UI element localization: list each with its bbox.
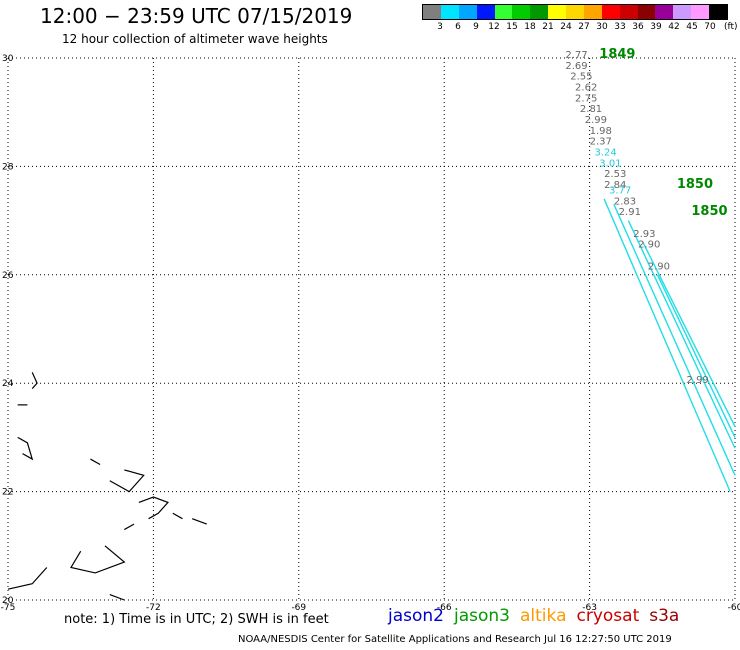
colorbar-swatch	[691, 5, 709, 19]
island-outline	[138, 496, 169, 520]
mission-s3a: s3a	[649, 606, 680, 626]
wave-height-reading: 2.84	[604, 180, 626, 191]
wave-height-reading: 2.91	[619, 207, 641, 218]
island-outline	[7, 567, 48, 590]
wave-height-reading: 2.75	[575, 93, 597, 104]
colorbar-swatches	[422, 4, 728, 20]
colorbar-swatch	[619, 5, 638, 19]
wave-height-reading: 2.81	[580, 104, 602, 115]
wave-height-reading: 3.24	[594, 148, 616, 159]
altimeter-track	[642, 241, 736, 427]
colorbar-tick-label: 27	[578, 22, 590, 32]
map-subtitle: 12 hour collection of altimeter wave hei…	[62, 32, 328, 46]
island-outline	[70, 545, 126, 574]
longitude-label: -72	[146, 603, 161, 613]
colorbar-swatch	[673, 5, 692, 19]
footer-note: note: 1) Time is in UTC; 2) SWH is in fe…	[64, 612, 329, 627]
latitude-label: 26	[2, 271, 14, 281]
pass-time-label: 1850	[677, 177, 713, 192]
wave-height-reading: 2.93	[633, 229, 655, 240]
mission-jason2: jason2	[388, 606, 444, 626]
colorbar-swatch	[655, 5, 674, 19]
colorbar-tick-label: 24	[560, 22, 572, 32]
colorbar-swatch	[637, 5, 656, 19]
longitude-label: -66	[437, 603, 452, 613]
mission-legend: jason2 jason3 altika cryosat s3a	[388, 606, 689, 626]
pass-time-label: 1849	[599, 47, 635, 62]
wave-height-reading: 2.90	[648, 261, 670, 272]
wave-height-reading: 2.99	[585, 115, 607, 126]
wave-height-reading: 2.55	[570, 72, 592, 83]
colorbar-tick-label: 36	[632, 22, 644, 32]
pass-time-label: 1850	[691, 204, 727, 219]
colorbar-tick-label: 70	[704, 22, 716, 32]
colorbar-swatch	[583, 5, 602, 19]
island-outline	[17, 436, 34, 461]
colorbar-tick-label: 18	[524, 22, 536, 32]
colorbar-tick-label: 12	[488, 22, 500, 32]
colorbar-tick-label: 33	[614, 22, 626, 32]
wave-height-reading: 2.77	[565, 50, 587, 61]
wave-height-reading: 3.77	[609, 186, 631, 197]
longitude-label: -60	[728, 603, 740, 613]
wave-height-reading: 2.83	[614, 196, 636, 207]
colorbar-swatch	[512, 5, 531, 19]
colorbar-tick-label: 42	[668, 22, 680, 32]
colorbar-swatch	[530, 5, 549, 19]
colorbar-tick-label: 45	[686, 22, 698, 32]
island-outline	[109, 469, 145, 493]
island-outline	[31, 372, 38, 390]
wave-height-reading: 3.01	[599, 158, 621, 169]
colorbar-tick-label: 6	[455, 22, 461, 32]
colorbar-swatch	[566, 5, 584, 19]
mission-cryosat: cryosat	[576, 606, 640, 626]
wave-height-colorbar: 3 6 9 12 15 18 21 24 27 30 33 36 39 42 45 70 (ft)	[422, 4, 738, 38]
credit-line: NOAA/NESDIS Center for Satellite Applica…	[238, 634, 672, 645]
colorbar-tick-label: 30	[596, 22, 608, 32]
wave-height-reading: 1.98	[590, 126, 612, 137]
altimeter-track	[613, 204, 736, 476]
colorbar-tick-label: 15	[506, 22, 518, 32]
colorbar-unit: (ft)	[724, 22, 738, 32]
island-outline	[191, 518, 207, 525]
latitude-label: 28	[2, 162, 14, 172]
wave-height-reading: 2.69	[565, 61, 587, 72]
mission-jason3: jason3	[454, 606, 510, 626]
colorbar-swatch	[709, 5, 727, 19]
latitude-label: 20	[2, 596, 14, 606]
mission-altika: altika	[520, 606, 567, 626]
colorbar-tick-label: 3	[437, 22, 443, 32]
wave-height-reading: 2.90	[638, 240, 660, 251]
colorbar-swatch	[601, 5, 620, 19]
colorbar-ticks: 3 6 9 12 15 18 21 24 27 30 33 36 39 42 45 70 (ft)	[422, 20, 737, 34]
wave-height-reading: 2.53	[604, 169, 626, 180]
colorbar-tick-label: 9	[473, 22, 479, 32]
altimeter-track	[627, 220, 736, 449]
colorbar-swatch	[440, 5, 459, 19]
colorbar-swatch	[458, 5, 477, 19]
colorbar-swatch	[476, 5, 495, 19]
colorbar-tick-label: 21	[542, 22, 554, 32]
latitude-label: 22	[2, 488, 13, 498]
latitude-label: 30	[2, 54, 14, 64]
wave-height-reading: 2.37	[590, 137, 612, 148]
island-outline	[90, 458, 101, 466]
island-outline	[124, 523, 135, 531]
colorbar-swatch	[548, 5, 566, 19]
map-title: 12:00 − 23:59 UTC 07/15/2019	[40, 4, 353, 28]
island-outline	[109, 594, 125, 601]
wave-height-reading: 2.99	[687, 375, 709, 386]
longitude-label: -63	[582, 603, 597, 613]
colorbar-swatch	[423, 5, 441, 19]
altimeter-track	[656, 274, 736, 438]
longitude-label: -69	[291, 603, 306, 613]
latitude-label: 24	[2, 379, 14, 389]
longitude-label: -75	[1, 603, 16, 613]
wave-height-reading: 2.62	[575, 83, 597, 94]
colorbar-swatch	[494, 5, 513, 19]
altimeter-track	[603, 198, 731, 492]
island-outline	[172, 512, 183, 520]
colorbar-tick-label: 39	[650, 22, 662, 32]
